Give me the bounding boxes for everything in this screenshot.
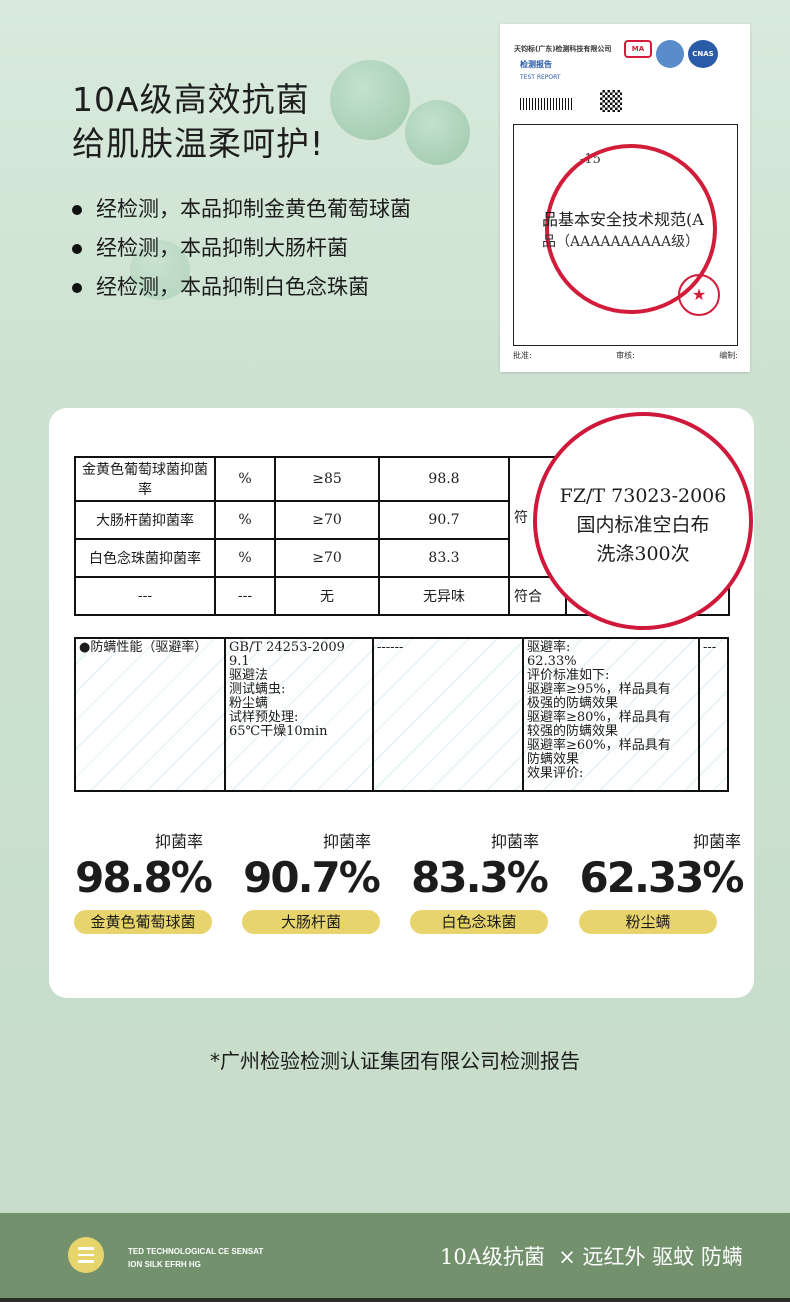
stat-value: 90.7% <box>243 853 381 902</box>
magnifier-circle: FZ/T 73023-2006 国内标准空白布 洗涤300次 <box>533 412 753 630</box>
cell: --- <box>74 576 216 616</box>
headline-line1: 10A级高效抗菌 <box>72 80 310 119</box>
headline-line2: 给肌肤温柔呵护! <box>72 124 325 163</box>
red-stamp: ★ <box>678 274 720 316</box>
feature-item: 经检测，本品抑制大肠杆菌 <box>72 229 411 268</box>
cell: --- <box>214 576 276 616</box>
virus-illustration <box>405 100 470 165</box>
ma-logo: MA <box>624 40 652 58</box>
mite-method: GB/T 24253-2009 9.1 驱避法 测试螨虫: 粉尘螨 试样预处理:… <box>224 637 374 792</box>
qr-code <box>600 90 622 112</box>
stat-staph: 抑菌率 98.8% 金黄色葡萄球菌 <box>63 828 223 934</box>
feature-list: 经检测，本品抑制金黄色葡萄球菌 经检测，本品抑制大肠杆菌 经检测，本品抑制白色念… <box>72 190 411 307</box>
ilac-logo <box>656 40 684 68</box>
cell: 无异味 <box>378 576 510 616</box>
mite-requirement: ------ <box>372 637 524 792</box>
magnifier-circle <box>545 144 717 314</box>
cell: % <box>214 538 276 578</box>
results-card: 金黄色葡萄球菌抑菌率% ≥85 98.8 符 大肠杆菌抑菌率% ≥70 90.7 白色念珠… <box>49 408 754 998</box>
stat-value: 62.33% <box>579 853 745 902</box>
sig-review: 审核: <box>616 351 635 360</box>
cell: ≥70 <box>274 538 380 578</box>
feature-item: 经检测，本品抑制金黄色葡萄球菌 <box>72 190 411 229</box>
cert-report-cn: 检测报告 <box>520 60 552 69</box>
cert-company: 天钧标(广东)检测科技有限公司 <box>514 45 612 53</box>
stat-label: 抑菌率 <box>490 832 539 851</box>
stat-pill: 金黄色葡萄球菌 <box>74 910 212 934</box>
footer-tagline: TED TECHNOLOGICAL CE SENSAT ION SILK EFR… <box>128 1245 263 1271</box>
virus-illustration <box>330 60 410 140</box>
sig-compile: 编制: <box>719 351 738 360</box>
stat-mite: 抑菌率 62.33% 粉尘螨 <box>571 828 751 934</box>
cert-magnified-line2: 品（AAAAAAAAAA级） <box>542 234 700 250</box>
stat-pill: 大肠杆菌 <box>242 910 380 934</box>
tagline-line2: ION SILK EFRH HG <box>128 1260 201 1269</box>
table-row: --- --- 无无异味 符合 <box>74 576 729 616</box>
cell: 98.8 <box>378 456 510 502</box>
footer-bar: TED TECHNOLOGICAL CE SENSAT ION SILK EFR… <box>0 1213 790 1298</box>
stat-ecoli: 抑菌率 90.7% 大肠杆菌 <box>231 828 391 934</box>
cert-signatures: 批准: 审核: 编制: <box>513 350 738 361</box>
cert-magnified-line1: 品基本安全技术规范(A <box>542 210 704 229</box>
mite-result: 驱避率: 62.33% 评价标准如下: 驱避率≥95%，样品具有 极强的防螨效果… <box>522 637 700 792</box>
stat-pill: 粉尘螨 <box>579 910 717 934</box>
hero-headline: 10A级高效抗菌 给肌肤温柔呵护! <box>72 78 324 166</box>
menu-icon[interactable] <box>68 1237 104 1273</box>
table-row: 大肠杆菌抑菌率% ≥70 90.7 <box>74 500 729 540</box>
cell: 90.7 <box>378 500 510 540</box>
stat-label: 抑菌率 <box>322 832 371 851</box>
mite-judgement: --- <box>698 637 729 792</box>
standard-desc: 国内标准空白布 <box>576 514 710 536</box>
stat-label: 抑菌率 <box>692 832 741 851</box>
footnote: *广州检验检测认证集团有限公司检测报告 <box>210 1049 580 1073</box>
cell: ≥70 <box>274 500 380 540</box>
cell: 无 <box>274 576 380 616</box>
stat-candida: 抑菌率 83.3% 白色念珠菌 <box>399 828 559 934</box>
standard-wash: 洗涤300次 <box>596 543 690 565</box>
cert-report-en: TEST REPORT <box>520 74 561 81</box>
cell: 金黄色葡萄球菌抑菌率 <box>74 456 216 502</box>
standard-code: FZ/T 73023-2006 <box>559 485 727 507</box>
bottom-strip <box>0 1298 790 1302</box>
stat-pill: 白色念珠菌 <box>410 910 548 934</box>
cell: ≥85 <box>274 456 380 502</box>
table-row: 白色念珠菌抑菌率% ≥70 83.3 <box>74 538 729 578</box>
test-report-image: 天钧标(广东)检测科技有限公司 检测报告 TEST REPORT MA CNAS… <box>500 24 750 372</box>
cell: 大肠杆菌抑菌率 <box>74 500 216 540</box>
table-row: ●防螨性能（驱避率） GB/T 24253-2009 9.1 驱避法 测试螨虫:… <box>74 637 729 792</box>
cnas-logo: CNAS <box>688 40 718 68</box>
virus-illustration <box>130 240 190 300</box>
tagline-line1: TED TECHNOLOGICAL CE SENSAT <box>128 1247 264 1256</box>
barcode <box>520 98 572 110</box>
mite-item: ●防螨性能（驱避率） <box>74 637 226 792</box>
cell: % <box>214 500 276 540</box>
sig-approve: 批准: <box>513 351 532 360</box>
feature-item: 经检测，本品抑制白色念珠菌 <box>72 268 411 307</box>
stat-value: 98.8% <box>75 853 213 902</box>
cert-table <box>513 124 738 346</box>
stat-value: 83.3% <box>411 853 549 902</box>
stat-label: 抑菌率 <box>154 832 203 851</box>
cell: 白色念珠菌抑菌率 <box>74 538 216 578</box>
cell: 83.3 <box>378 538 510 578</box>
footer-slogan: 10A级抗菌 × 远红外 驱蚊 防螨 <box>440 1245 743 1269</box>
cell: % <box>214 456 276 502</box>
mite-table: ●防螨性能（驱避率） GB/T 24253-2009 9.1 驱避法 测试螨虫:… <box>74 637 729 792</box>
